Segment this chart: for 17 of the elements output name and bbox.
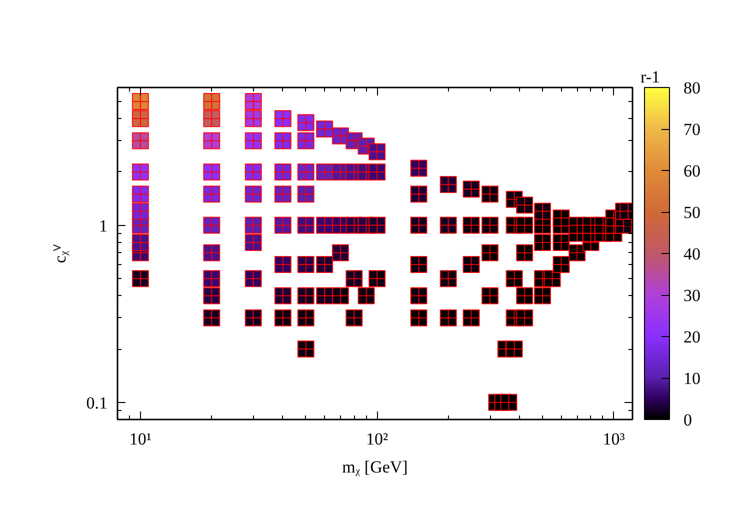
x-tick-label: 10³ <box>602 430 625 448</box>
color-bar-label: 0 <box>684 410 692 430</box>
x-tick-label: 10¹ <box>129 430 152 448</box>
color-bar-label: 80 <box>684 78 700 98</box>
y-axis-title: cᵪⱽ <box>50 244 70 264</box>
color-bar-label: 30 <box>684 286 700 305</box>
color-bar-label: 70 <box>684 120 700 139</box>
y-tick-label: 0.1 <box>86 393 108 412</box>
color-bar-title: r-1 <box>640 68 660 86</box>
y-tick-label: 1 <box>99 216 108 236</box>
x-axis-title: mᵪ [GeV] <box>342 458 408 476</box>
color-bar-label: 50 <box>684 203 700 222</box>
color-bar-label: 60 <box>684 162 700 180</box>
x-tick-label: 10² <box>366 430 388 448</box>
color-bar-label: 20 <box>684 328 700 346</box>
color-bar-label: 40 <box>684 244 700 264</box>
color-bar-label: 10 <box>684 369 700 388</box>
